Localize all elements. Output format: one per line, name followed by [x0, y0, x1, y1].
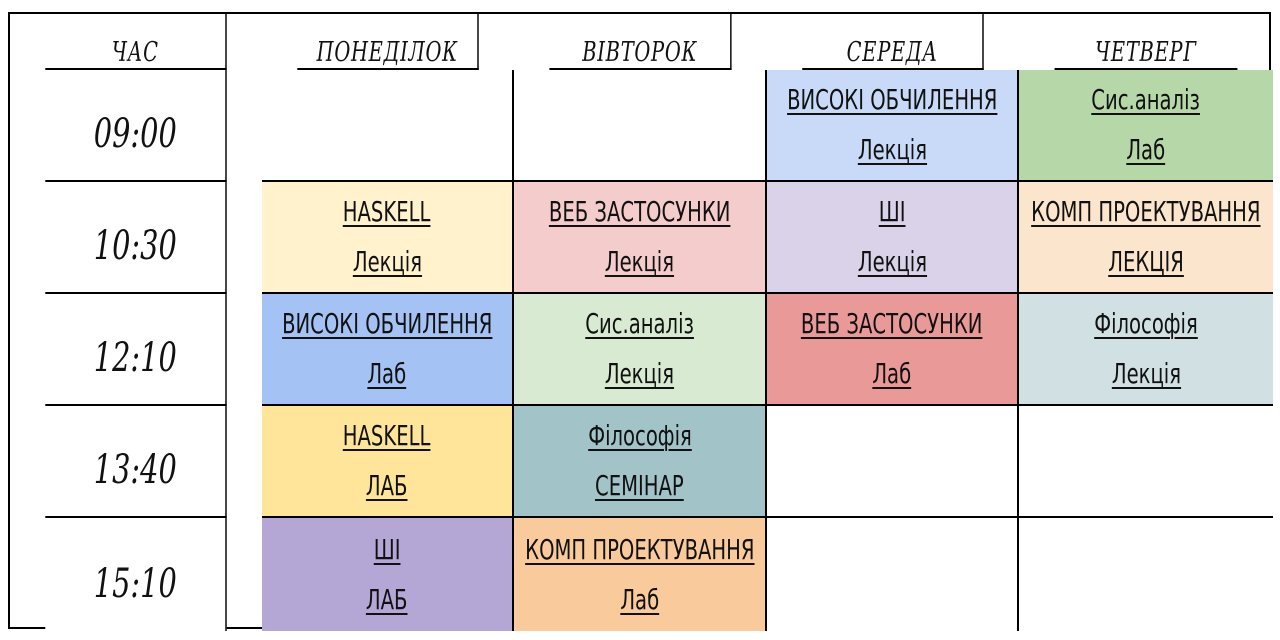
class-slot-empty	[767, 406, 1019, 518]
header-tuesday: Вівторок	[549, 14, 732, 70]
time-cell: 15:10	[45, 518, 227, 631]
time-cell: 12:10	[45, 294, 227, 406]
class-type-link[interactable]: Лаб	[872, 357, 912, 390]
class-type-link[interactable]: Лекція	[857, 245, 927, 278]
class-title-link[interactable]: Високі обчилення	[786, 83, 998, 116]
time-cell: 13:40	[45, 406, 227, 518]
time-cell: 09:00	[45, 70, 227, 182]
class-slot[interactable]: Веб застосунки Лекція	[514, 182, 767, 294]
header-thursday: Четверг	[1054, 14, 1238, 70]
class-slot[interactable]: Високі обчилення Лаб	[262, 294, 514, 406]
class-slot[interactable]: комп проектування Лаб	[514, 518, 767, 631]
class-slot-empty	[514, 70, 767, 182]
header-monday: Понеділок	[297, 14, 479, 70]
class-type-link[interactable]: Лаб	[367, 357, 407, 390]
class-slot[interactable]: комп проектування лекція	[1019, 182, 1273, 294]
class-type-link[interactable]: Лаб	[1126, 133, 1166, 166]
class-slot[interactable]: haskell лаб	[262, 406, 514, 518]
class-title-link[interactable]: ШІ	[373, 532, 401, 566]
class-type-link[interactable]: Лекція	[352, 245, 422, 278]
class-type-link[interactable]: Лекція	[604, 245, 675, 278]
class-type-link[interactable]: Лекція	[857, 133, 927, 166]
class-title-link[interactable]: Високі обчилення	[281, 307, 493, 340]
header-wednesday: Середа	[802, 14, 984, 70]
class-type-link[interactable]: лаб	[366, 582, 408, 616]
class-slot[interactable]: Haskell Лекція	[262, 182, 514, 294]
class-title-link[interactable]: Веб застосунки	[548, 195, 731, 228]
class-title-link[interactable]: комп проектування	[524, 532, 755, 566]
class-slot[interactable]: Філософія Лекція	[1019, 294, 1273, 406]
class-type-link[interactable]: Семінар	[595, 469, 684, 502]
class-title-link[interactable]: Сис.аналіз	[1091, 83, 1201, 116]
time-cell: 10:30	[45, 182, 227, 294]
class-slot[interactable]: ШІ Лекція	[767, 182, 1019, 294]
header-time: Час	[45, 14, 227, 70]
class-slot-empty	[262, 70, 514, 182]
class-type-link[interactable]: Лекція	[604, 357, 675, 390]
class-slot[interactable]: Сис.аналіз Лекція	[514, 294, 767, 406]
schedule-table: Час Понеділок Вівторок Середа Четверг 09…	[8, 12, 1273, 631]
class-slot-empty	[767, 518, 1019, 631]
class-type-link[interactable]: Лаб	[620, 582, 659, 616]
class-title-link[interactable]: haskell	[343, 419, 431, 452]
class-slot-empty	[1019, 518, 1273, 631]
class-slot[interactable]: Веб застосунки Лаб	[767, 294, 1019, 406]
class-type-link[interactable]: лекція	[1108, 245, 1184, 278]
class-title-link[interactable]: комп проектування	[1031, 195, 1261, 228]
class-type-link[interactable]: Лекція	[1111, 357, 1181, 390]
class-slot-empty	[1019, 406, 1273, 518]
class-title-link[interactable]: Філософія	[587, 419, 692, 452]
class-title-link[interactable]: ШІ	[878, 195, 906, 228]
class-slot[interactable]: Філософія Семінар	[514, 406, 767, 518]
class-slot[interactable]: ШІ лаб	[262, 518, 514, 631]
class-title-link[interactable]: Веб застосунки	[801, 307, 983, 340]
class-type-link[interactable]: лаб	[366, 469, 408, 502]
class-title-link[interactable]: Сис.аналіз	[585, 307, 694, 340]
class-slot[interactable]: Високі обчилення Лекція	[767, 70, 1019, 182]
class-slot[interactable]: Сис.аналіз Лаб	[1019, 70, 1273, 182]
class-title-link[interactable]: Філософія	[1094, 307, 1198, 340]
class-title-link[interactable]: Haskell	[343, 195, 431, 228]
